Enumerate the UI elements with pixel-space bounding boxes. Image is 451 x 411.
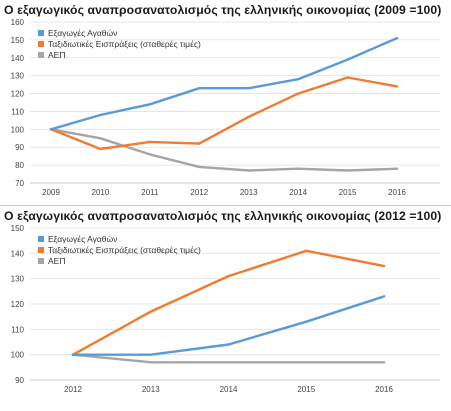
data-point: [227, 274, 230, 278]
data-point: [247, 169, 250, 172]
data-point: [346, 76, 349, 79]
y-tick-label: 120: [11, 90, 25, 99]
x-tick-label: 2014: [289, 188, 307, 197]
data-point: [296, 167, 300, 170]
y-tick-label: 130: [11, 72, 25, 81]
legend-label: Ταξιδιωτικές Εισπράξεις (σταθερές τιμές): [48, 39, 201, 49]
data-point: [148, 140, 152, 144]
x-tick-label: 2013: [240, 188, 258, 197]
y-tick-label: 140: [11, 54, 25, 63]
data-point: [227, 343, 230, 346]
data-point: [296, 78, 300, 81]
y-tick-label: 150: [11, 224, 25, 233]
data-point: [247, 115, 250, 119]
data-point: [395, 85, 399, 88]
data-point: [305, 361, 308, 364]
x-tick-label: 2015: [297, 385, 315, 394]
legend-swatch: [38, 41, 44, 47]
legend-label: Εξαγωγές Αγαθών: [48, 234, 117, 244]
x-tick-label: 2011: [141, 188, 159, 197]
legend-swatch: [38, 258, 44, 264]
series-line-1: [71, 249, 386, 356]
x-tick-label: 2013: [142, 385, 160, 394]
data-point: [395, 36, 399, 40]
data-point: [148, 103, 152, 106]
x-tick-label: 2012: [64, 385, 82, 394]
y-tick-label: 110: [11, 107, 24, 116]
data-point: [395, 167, 399, 170]
data-point: [71, 353, 75, 356]
y-tick-label: 90: [15, 376, 24, 385]
x-tick-label: 2015: [339, 188, 357, 197]
series-line-2: [49, 128, 399, 172]
y-tick-label: 140: [11, 249, 25, 258]
data-point: [148, 153, 152, 156]
data-point: [247, 86, 250, 90]
y-tick-label: 100: [11, 125, 25, 134]
y-tick-label: 90: [15, 143, 24, 152]
data-point: [149, 310, 152, 313]
y-tick-label: 150: [11, 36, 25, 45]
data-point: [382, 361, 386, 364]
data-point: [346, 169, 349, 172]
x-tick-label: 2012: [190, 188, 208, 197]
data-point: [296, 92, 300, 95]
x-tick-label: 2014: [220, 385, 238, 394]
line-chart: 70 80 90 100 110 120 130 140 150 160 2009 2010 2011 2…: [11, 18, 440, 197]
chart-title: Ο εξαγωγικός αναπροσανατολισμός της ελλη…: [4, 3, 442, 17]
data-point: [305, 249, 308, 252]
y-tick-label: 80: [15, 161, 24, 170]
y-tick-label: 110: [11, 325, 24, 334]
legend-label: Ταξιδιωτικές Εισπράξεις (σταθερές τιμές): [48, 245, 201, 255]
y-tick-label: 100: [11, 351, 25, 360]
data-point: [149, 361, 152, 364]
series-line-1: [49, 76, 399, 151]
x-tick-label: 2009: [42, 188, 60, 197]
chart-title: Ο εξαγωγικός αναπροσανατολισμός της ελλη…: [4, 209, 442, 223]
legend-label: ΑΕΠ: [48, 50, 65, 60]
data-point: [305, 320, 308, 323]
y-tick-label: 160: [11, 18, 25, 27]
legend-label: Εξαγωγές Αγαθών: [48, 28, 117, 38]
series-line-0: [49, 36, 399, 131]
data-point: [149, 353, 152, 356]
legend-swatch: [38, 52, 44, 58]
data-point: [198, 86, 201, 90]
data-point: [99, 137, 102, 140]
y-tick-label: 120: [11, 300, 25, 309]
legend-swatch: [38, 247, 44, 253]
panel-divider: [0, 205, 451, 206]
data-point: [198, 165, 201, 169]
y-tick-label: 70: [15, 179, 24, 188]
legend-swatch: [38, 30, 44, 36]
data-point: [346, 58, 349, 61]
x-tick-label: 2016: [388, 188, 406, 197]
data-point: [382, 295, 386, 298]
data-point: [99, 147, 102, 151]
series-line-0: [71, 295, 386, 356]
legend-label: ΑΕΠ: [48, 256, 65, 266]
data-point: [99, 113, 102, 117]
x-tick-label: 2010: [92, 188, 110, 197]
data-point: [198, 142, 201, 145]
x-tick-label: 2016: [375, 385, 393, 394]
data-point: [227, 361, 230, 364]
y-tick-label: 130: [11, 275, 25, 284]
chart-panel-2012: Ο εξαγωγικός αναπροσανατολισμός της ελλη…: [0, 206, 451, 411]
chart-panel-2009: Ο εξαγωγικός αναπροσανατολισμός της ελλη…: [0, 0, 451, 205]
data-point: [382, 264, 386, 268]
legend-swatch: [38, 236, 44, 242]
data-point: [49, 128, 53, 131]
line-chart: 90 100 110 120 130 140 150 2012 2013 2014 2015 2016…: [11, 224, 440, 394]
